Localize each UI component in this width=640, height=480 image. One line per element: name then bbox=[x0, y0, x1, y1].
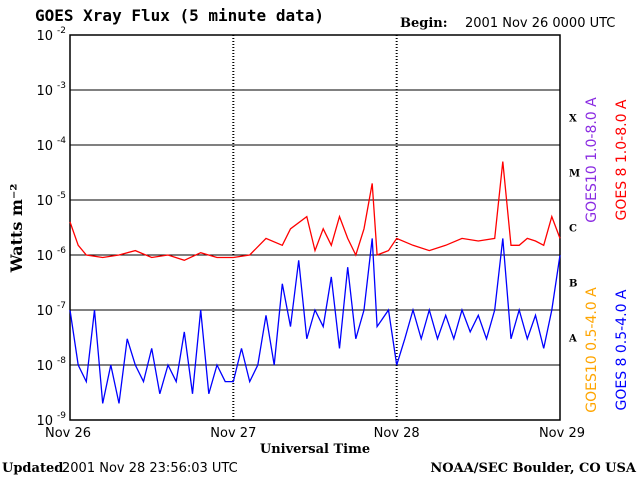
x-tick-label: Nov 27 bbox=[210, 426, 256, 441]
legend-entry: GOES10 0.5-4.0 A bbox=[584, 287, 600, 413]
svg-text:-9: -9 bbox=[57, 411, 66, 421]
series-goes8-short bbox=[69, 238, 561, 404]
y-tick-label: 10 -2 bbox=[36, 26, 560, 44]
svg-text:10: 10 bbox=[36, 249, 53, 264]
y-axis-ticks: 10 -2 10 -3 10 -4 10 -5 10 -6 10 -7 10 -8 10 -9 bbox=[36, 26, 560, 429]
plot-grid bbox=[70, 35, 560, 420]
svg-text:10: 10 bbox=[36, 359, 53, 374]
svg-text:10: 10 bbox=[36, 139, 53, 154]
y-axis-label: Watts m⁻² bbox=[7, 184, 26, 274]
begin-label: Begin: bbox=[400, 16, 448, 31]
y-tick-label: 10 -6 bbox=[36, 246, 560, 264]
flare-class-label: B bbox=[569, 279, 577, 290]
svg-text:10: 10 bbox=[36, 414, 53, 429]
svg-text:-7: -7 bbox=[57, 301, 66, 311]
legend-entry: GOES 8 1.0-8.0 A bbox=[614, 99, 630, 220]
series-goes8-long bbox=[69, 161, 561, 261]
y-tick-label: 10 -8 bbox=[36, 356, 560, 374]
x-tick-label: Nov 28 bbox=[374, 426, 420, 441]
plot-frame bbox=[69, 34, 561, 421]
legend-entry: GOES 8 0.5-4.0 A bbox=[614, 289, 630, 410]
svg-text:-5: -5 bbox=[57, 191, 66, 201]
flare-class-labels: X M C B A bbox=[568, 114, 580, 345]
svg-text:-6: -6 bbox=[57, 246, 66, 256]
begin-value: 2001 Nov 26 0000 UTC bbox=[465, 16, 615, 31]
x-tick-label: Nov 29 bbox=[539, 426, 585, 441]
svg-text:-3: -3 bbox=[57, 81, 66, 91]
svg-text:10: 10 bbox=[36, 29, 53, 44]
y-tick-label: 10 -9 bbox=[36, 411, 560, 429]
flare-class-label: X bbox=[569, 114, 577, 125]
updated-label: Updated bbox=[2, 461, 63, 476]
svg-text:10: 10 bbox=[36, 304, 53, 319]
y-tick-label: 10 -7 bbox=[36, 301, 560, 319]
flare-class-label: A bbox=[568, 334, 577, 345]
updated-value: 2001 Nov 28 23:56:03 UTC bbox=[62, 461, 238, 476]
chart-title: GOES Xray Flux (5 minute data) bbox=[35, 6, 324, 25]
x-axis-ticks: Nov 26 Nov 27 Nov 28 Nov 29 bbox=[45, 426, 585, 441]
source-credit: NOAA/SEC Boulder, CO USA bbox=[430, 461, 637, 476]
y-tick-label: 10 -5 bbox=[36, 191, 560, 209]
legend: GOES10 1.0-8.0 A GOES10 0.5-4.0 A GOES 8 1… bbox=[584, 97, 630, 413]
svg-text:10: 10 bbox=[36, 194, 53, 209]
flare-class-label: C bbox=[569, 224, 577, 235]
svg-text:-2: -2 bbox=[57, 26, 66, 36]
x-axis-label: Universal Time bbox=[260, 442, 370, 457]
legend-entry: GOES10 1.0-8.0 A bbox=[584, 97, 600, 223]
flare-class-label: M bbox=[569, 169, 580, 180]
y-tick-label: 10 -3 bbox=[36, 81, 560, 99]
y-tick-label: 10 -4 bbox=[36, 136, 560, 154]
svg-text:-4: -4 bbox=[57, 136, 66, 146]
x-tick-label: Nov 26 bbox=[45, 426, 91, 441]
svg-text:-8: -8 bbox=[57, 356, 66, 366]
svg-text:10: 10 bbox=[36, 84, 53, 99]
